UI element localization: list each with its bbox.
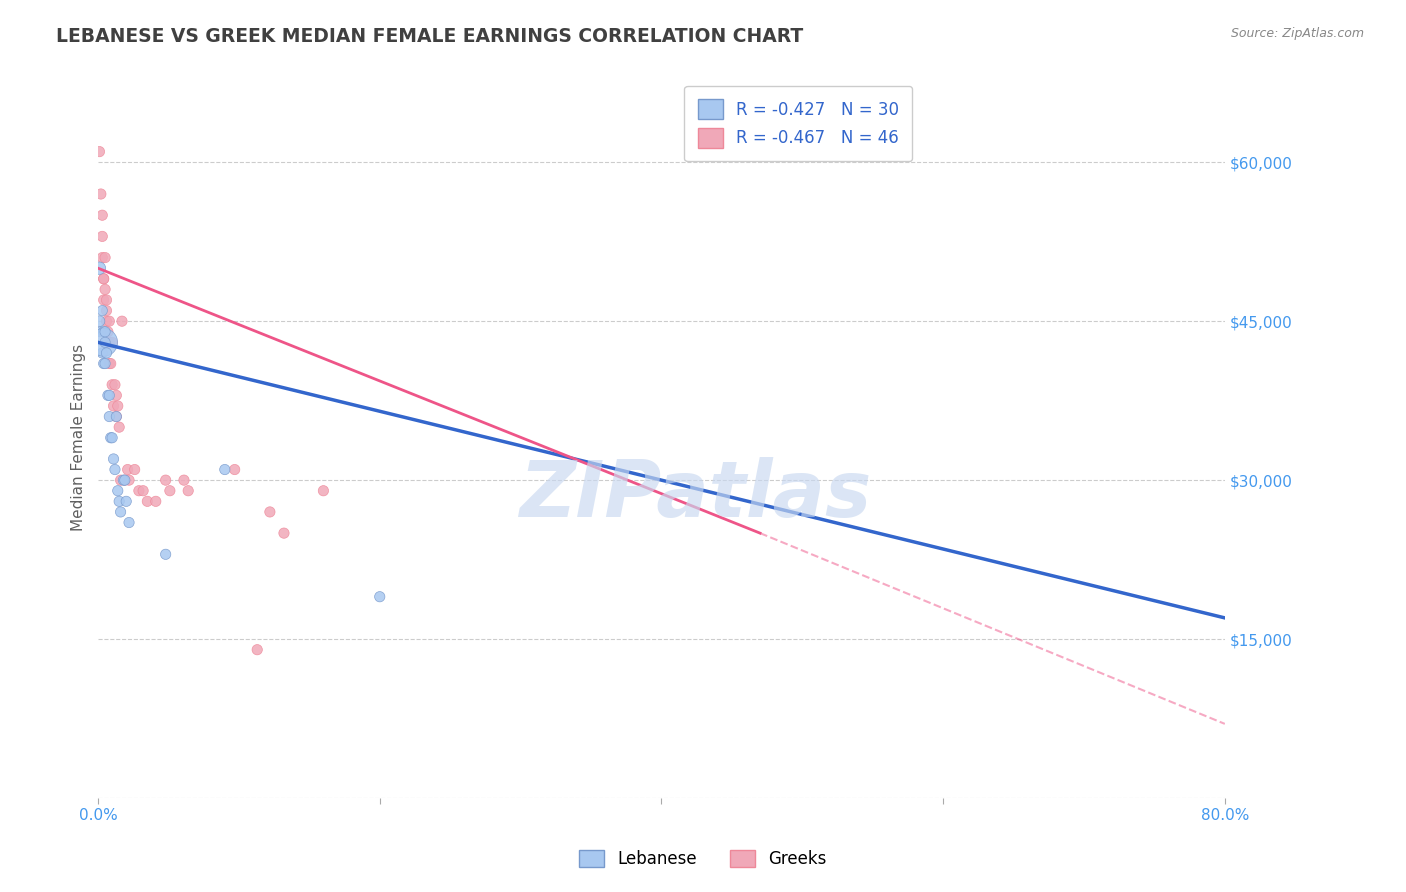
Point [89,314,111,328]
Legend: Lebanese, Greeks: Lebanese, Greeks [572,843,834,875]
Point [111,314,134,328]
Point [94,325,117,339]
Point [105,409,128,424]
Point [124,462,146,476]
Point [96,314,118,328]
Point [107,399,129,413]
Point [214,462,236,476]
Point [108,494,131,508]
Point [159,483,181,498]
Point [90,325,112,339]
Point [173,473,195,487]
Point [94,357,117,371]
Point [94,251,117,265]
Point [105,409,128,424]
Point [98,335,121,350]
Point [177,483,200,498]
Point [259,505,281,519]
Point [98,357,121,371]
Point [98,409,121,424]
Point [89,261,111,276]
Point [224,462,246,476]
Point [101,431,124,445]
Point [104,377,127,392]
Point [100,357,122,371]
Point [96,335,118,350]
Point [94,335,117,350]
Point [145,494,167,508]
Point [107,483,129,498]
Point [100,431,122,445]
Point [114,473,136,487]
Point [103,399,125,413]
Point [118,473,141,487]
Point [96,303,118,318]
Point [91,346,114,360]
Point [93,272,115,286]
Point [155,547,177,561]
Point [110,505,132,519]
Point [90,187,112,202]
Point [101,335,124,350]
Point [128,483,150,498]
Point [273,526,295,541]
Point [89,145,111,159]
Point [108,420,131,434]
Point [110,473,132,487]
Point [98,388,121,402]
Point [93,272,115,286]
Text: ZIPatlas: ZIPatlas [519,458,872,533]
Point [91,251,114,265]
Point [96,293,118,307]
Y-axis label: Median Female Earnings: Median Female Earnings [72,344,86,532]
Point [96,346,118,360]
Point [91,208,114,222]
Legend: R = -0.427   N = 30, R = -0.467   N = 46: R = -0.427 N = 30, R = -0.467 N = 46 [685,86,912,161]
Point [155,473,177,487]
Point [97,325,120,339]
Point [93,335,115,350]
Text: LEBANESE VS GREEK MEDIAN FEMALE EARNINGS CORRELATION CHART: LEBANESE VS GREEK MEDIAN FEMALE EARNINGS… [56,27,803,45]
Point [93,357,115,371]
Point [312,483,335,498]
Point [246,642,269,657]
Point [115,494,138,508]
Point [368,590,391,604]
Point [104,462,127,476]
Point [91,229,114,244]
Point [98,314,121,328]
Point [91,303,114,318]
Point [114,473,136,487]
Point [132,483,155,498]
Point [117,462,139,476]
Point [105,388,128,402]
Point [118,516,141,530]
Point [136,494,159,508]
Point [101,377,124,392]
Point [112,473,135,487]
Point [97,388,120,402]
Point [93,325,115,339]
Text: Source: ZipAtlas.com: Source: ZipAtlas.com [1230,27,1364,40]
Point [93,293,115,307]
Point [103,452,125,467]
Point [94,282,117,296]
